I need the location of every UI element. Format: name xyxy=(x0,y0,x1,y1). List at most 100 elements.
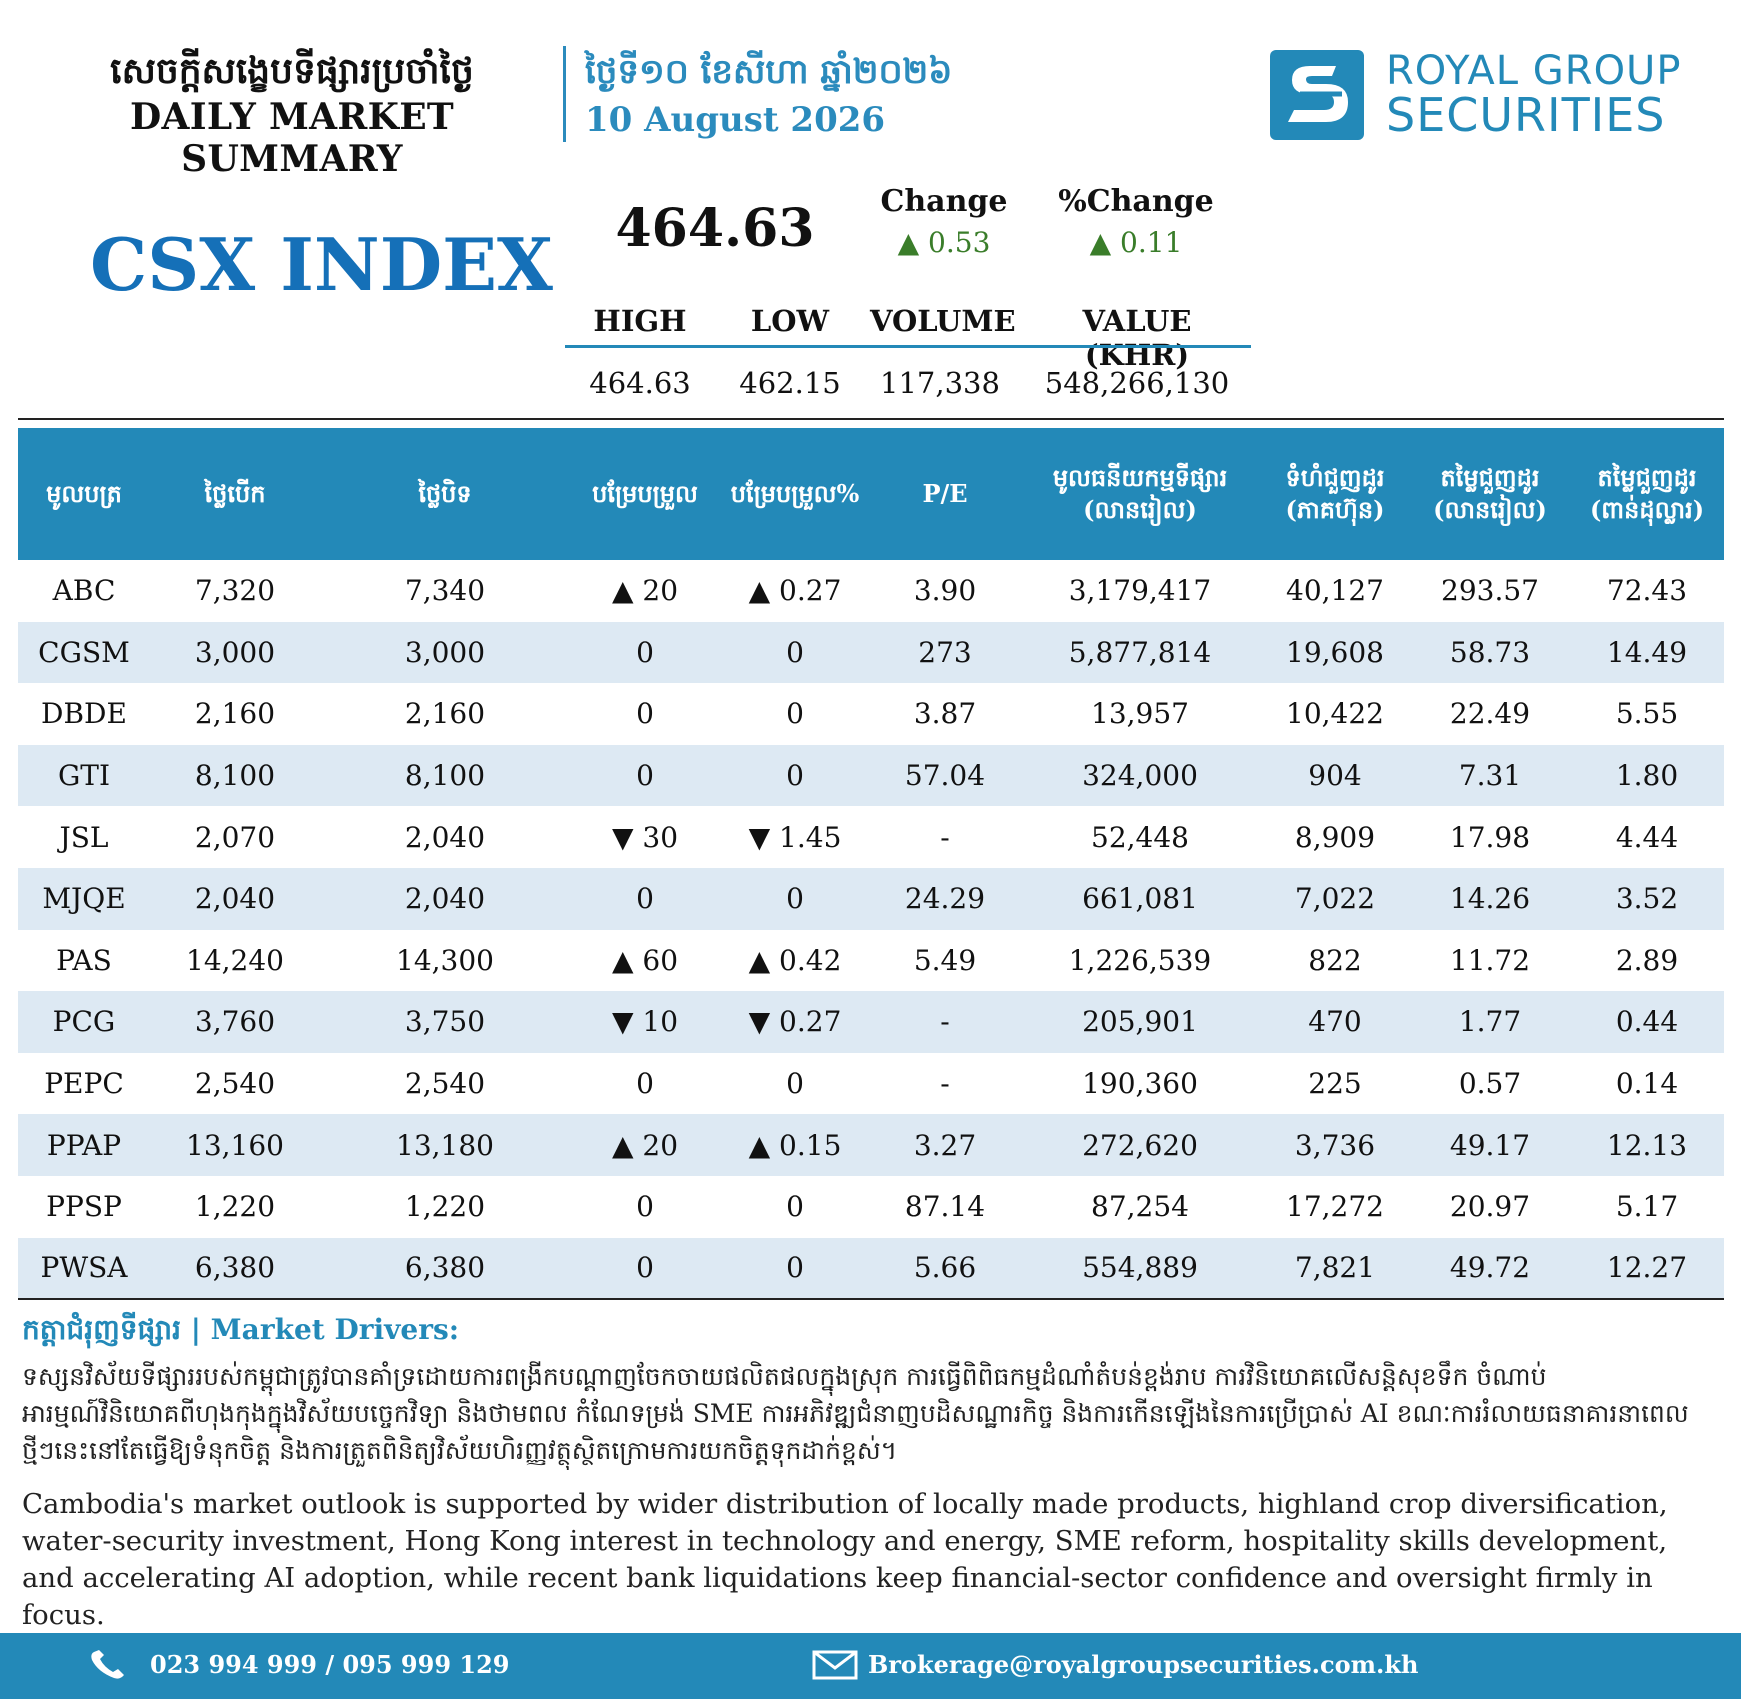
cell-volume: 19,608 xyxy=(1286,635,1384,669)
cell-value-khr: 49.17 xyxy=(1449,1128,1531,1162)
cell-volume: 8,909 xyxy=(1294,820,1376,854)
cell-value-usd: 5.55 xyxy=(1615,697,1679,731)
cell-symbol: PPSP xyxy=(46,1190,122,1224)
cell-pct-change: ▲ 0.42 xyxy=(748,943,842,977)
cell-mcap: 554,889 xyxy=(1082,1251,1198,1285)
col-header-value-khr: តម្លៃជួញដូរ (លានរៀល) xyxy=(1410,428,1570,560)
footer-bar xyxy=(0,1633,1741,1699)
cell-pe: 3.27 xyxy=(913,1128,977,1162)
valusd-line1: តម្លៃជួញដូរ xyxy=(1597,462,1697,492)
high-label: HIGH xyxy=(593,304,687,338)
cell-value-usd: 0.14 xyxy=(1615,1067,1679,1101)
cell-value-usd: 72.43 xyxy=(1606,574,1688,608)
cell-change: 0 xyxy=(636,759,654,793)
phone-icon xyxy=(88,1648,128,1684)
cell-value-usd: 5.17 xyxy=(1615,1190,1679,1224)
logo-text-line1: ROYAL GROUP xyxy=(1386,48,1682,94)
cell-value-khr: 14.26 xyxy=(1449,882,1531,916)
footer-email[interactable]: Brokerage@royalgroupsecurities.com.kh xyxy=(868,1650,1419,1679)
pct-change-value: ▲ 0.11 xyxy=(1089,226,1183,259)
footer-phone[interactable]: 023 994 999 / 095 999 129 xyxy=(150,1650,510,1679)
vol-line2: (ភាគហ៊ុន) xyxy=(1285,495,1385,524)
cell-open: 6,380 xyxy=(194,1251,276,1285)
cell-change: 0 xyxy=(636,1251,654,1285)
cell-volume: 822 xyxy=(1308,943,1362,977)
table-row: PAS 14,240 14,300 ▲ 60 ▲ 0.42 5.49 1,226,539 82… xyxy=(18,930,1724,992)
cell-pct-change: 0 xyxy=(786,759,804,793)
cell-change: 0 xyxy=(636,1190,654,1224)
cell-pct-change: 0 xyxy=(786,635,804,669)
cell-mcap: 13,957 xyxy=(1091,697,1189,731)
table-row: PPSP 1,220 1,220 0 0 87.14 87,254 17,272 20.97 5.… xyxy=(18,1176,1724,1238)
cell-pe: 24.29 xyxy=(904,882,986,916)
index-value: 464.63 xyxy=(615,198,815,259)
change-value: ▲ 0.53 xyxy=(897,226,991,259)
cell-volume: 904 xyxy=(1308,759,1362,793)
cell-open: 14,240 xyxy=(186,943,284,977)
table-row: DBDE 2,160 2,160 0 0 3.87 13,957 10,422 22.49 5.5… xyxy=(18,683,1724,745)
cell-open: 13,160 xyxy=(186,1128,284,1162)
cell-value-usd: 14.49 xyxy=(1606,635,1688,669)
pct-change-label: %Change xyxy=(1058,184,1214,219)
cell-symbol: CGSM xyxy=(38,635,130,669)
col-header-pct-change: បម្រែបម្រួល% xyxy=(730,478,860,508)
cell-close: 3,000 xyxy=(404,635,486,669)
cell-open: 3,000 xyxy=(194,635,276,669)
title-khmer: សេចក្តីសង្ខេបទីផ្សារប្រចាំថ្ងៃ xyxy=(110,50,474,92)
cell-volume: 470 xyxy=(1308,1005,1362,1039)
cell-change: 0 xyxy=(636,635,654,669)
cell-mcap: 87,254 xyxy=(1091,1190,1189,1224)
cell-mcap: 1,226,539 xyxy=(1068,943,1212,977)
cell-mcap: 205,901 xyxy=(1082,1005,1198,1039)
cell-open: 8,100 xyxy=(194,759,276,793)
title-english: DAILY MARKET SUMMARY xyxy=(129,96,455,180)
cell-value-khr: 49.72 xyxy=(1449,1251,1531,1285)
header-divider xyxy=(563,46,566,142)
low-value: 462.15 xyxy=(739,366,841,400)
royal-group-logo-icon xyxy=(1270,50,1364,140)
cell-change: ▼ 30 xyxy=(611,820,679,854)
cell-pct-change: ▼ 1.45 xyxy=(748,820,842,854)
high-value: 464.63 xyxy=(589,366,691,400)
valusd-line2: (ពាន់ដុល្លារ) xyxy=(1589,495,1705,524)
cell-close: 2,540 xyxy=(404,1067,486,1101)
cell-symbol: DBDE xyxy=(41,697,127,731)
date-khmer: ថ្ងៃទី១០ ខែសីហា ឆ្នាំ២០២៦ xyxy=(585,52,953,92)
cell-open: 2,540 xyxy=(194,1067,276,1101)
cell-symbol: PAS xyxy=(56,943,112,977)
low-label: LOW xyxy=(750,304,830,338)
cell-pe: 3.90 xyxy=(913,574,977,608)
cell-change: ▲ 60 xyxy=(611,943,679,977)
col-header-symbol: មូលបត្រ xyxy=(46,478,122,508)
cell-pe: 87.14 xyxy=(904,1190,986,1224)
cell-open: 3,760 xyxy=(194,1005,276,1039)
cell-value-khr: 58.73 xyxy=(1449,635,1531,669)
cell-pct-change: ▲ 0.27 xyxy=(748,574,842,608)
cell-close: 13,180 xyxy=(396,1128,494,1162)
cell-pe: 5.49 xyxy=(913,943,977,977)
stats-underline xyxy=(565,345,1251,348)
cell-value-khr: 293.57 xyxy=(1441,574,1539,608)
cell-pe: 57.04 xyxy=(904,759,986,793)
cell-pct-change: 0 xyxy=(786,1067,804,1101)
cell-volume: 17,272 xyxy=(1286,1190,1384,1224)
cell-symbol: ABC xyxy=(52,574,116,608)
col-header-close: ថ្លៃបិទ xyxy=(418,478,472,508)
volume-value: 117,338 xyxy=(880,366,1000,400)
cell-symbol: PEPC xyxy=(44,1067,124,1101)
cell-pe: - xyxy=(940,1005,950,1039)
cell-change: 0 xyxy=(636,1067,654,1101)
table-row: CGSM 3,000 3,000 0 0 273 5,877,814 19,608 58.73 1… xyxy=(18,621,1724,684)
cell-pe: - xyxy=(940,1067,950,1101)
cell-mcap: 324,000 xyxy=(1082,759,1198,793)
cell-volume: 40,127 xyxy=(1286,574,1384,608)
cell-symbol: PPAP xyxy=(46,1128,122,1162)
change-label: Change xyxy=(880,184,1008,219)
cell-pe: 273 xyxy=(918,635,972,669)
cell-mcap: 3,179,417 xyxy=(1068,574,1212,608)
cell-volume: 10,422 xyxy=(1286,697,1384,731)
cell-value-khr: 11.72 xyxy=(1449,943,1531,977)
cell-pct-change: 0 xyxy=(786,882,804,916)
cell-value-usd: 0.44 xyxy=(1615,1005,1679,1039)
cell-value-usd: 2.89 xyxy=(1615,943,1679,977)
